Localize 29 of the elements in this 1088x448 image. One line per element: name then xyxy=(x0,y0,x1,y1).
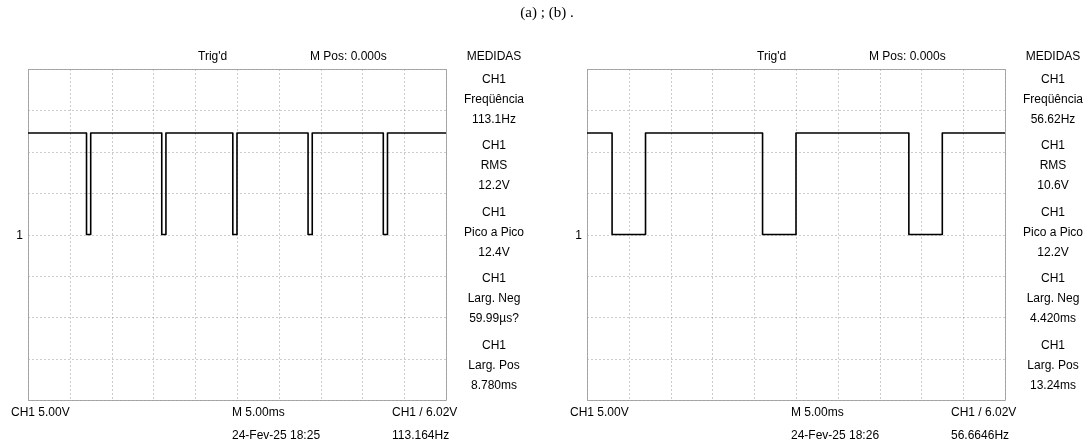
text: (a) ; (b) . xyxy=(520,3,574,21)
text: CH1 5.00V xyxy=(11,405,70,419)
text: CH1 RMS 12.2V xyxy=(478,138,510,192)
text: 1 xyxy=(16,227,24,242)
text: MEDIDAS xyxy=(466,49,522,63)
text: CH1 Larg. Neg 59.99µs? xyxy=(467,271,521,325)
text: 113.164Hz xyxy=(392,428,450,442)
text: 24-Fev-25 18:26 xyxy=(791,428,880,442)
text: CH1 Freqüência 113.1Hz xyxy=(463,72,525,126)
text: CH1 / 6.02V xyxy=(392,405,458,419)
text: M Pos: 0.000s xyxy=(310,49,387,63)
text: 24-Fev-25 18:25 xyxy=(232,428,321,442)
text: CH1 RMS 10.6V xyxy=(1037,138,1069,192)
text: 1 xyxy=(575,227,583,242)
text: CH1 Pico a Pico 12.4V xyxy=(463,205,525,259)
text: CH1 Larg. Pos 8.780ms xyxy=(468,338,520,392)
text: CH1 Freqüência 56.62Hz xyxy=(1022,72,1084,126)
text: M 5.00ms xyxy=(791,405,844,419)
text: CH1 / 6.02V xyxy=(951,405,1017,419)
text: 56.6646Hz xyxy=(951,428,1010,442)
text: MEDIDAS xyxy=(1025,49,1081,63)
text: CH1 Larg. Neg 4.420ms xyxy=(1026,271,1080,325)
text: CH1 Larg. Pos 13.24ms xyxy=(1027,338,1079,392)
text: M Pos: 0.000s xyxy=(869,49,946,63)
text: M 5.00ms xyxy=(232,405,285,419)
text: Trig'd xyxy=(757,49,787,63)
text: Trig'd xyxy=(198,49,228,63)
text: CH1 5.00V xyxy=(570,405,629,419)
text: CH1 Pico a Pico 12.2V xyxy=(1022,205,1084,259)
